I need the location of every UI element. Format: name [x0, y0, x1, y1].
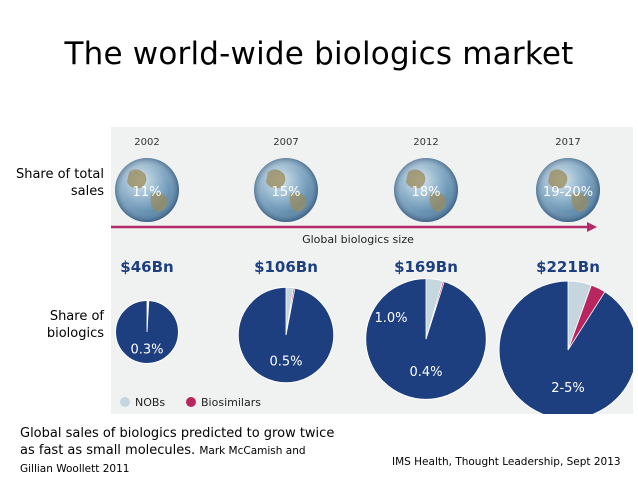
- market-size-label: $106Bn: [254, 258, 318, 276]
- globe-2017: 19-20%: [536, 158, 600, 222]
- globe-2002: 11%: [115, 158, 179, 222]
- legend-item-nobs: NOBs: [120, 396, 165, 409]
- pie-2002: 0.3%: [115, 300, 179, 364]
- pie-2007: 0.5%: [237, 286, 335, 384]
- legend-label: NOBs: [135, 396, 165, 409]
- footer-author: Mark McCamish and Gillian Woollett 2011: [20, 445, 306, 475]
- share-total-sales-label: 19-20%: [543, 185, 593, 200]
- biologics-chart: 2002 2007 2012 2017 11% 15% 18% 19-20% Global …: [111, 137, 633, 414]
- market-size-label: $46Bn: [120, 258, 173, 276]
- globe-shade: [536, 158, 600, 222]
- source-citation: IMS Health, Thought Leadership, Sept 201…: [392, 456, 621, 468]
- share-total-sales-label: 18%: [412, 185, 441, 200]
- legend-swatch: [120, 397, 130, 407]
- globe-shade: [254, 158, 318, 222]
- share-total-sales-label: 15%: [272, 185, 301, 200]
- market-size-label: $221Bn: [536, 258, 600, 276]
- pie-2012: 0.4% 1.0%: [365, 278, 487, 400]
- legend-label: Biosimilars: [201, 396, 261, 409]
- year-label-2007: 2007: [273, 137, 298, 148]
- year-label-2012: 2012: [413, 137, 438, 148]
- arrow-label: Global biologics size: [302, 233, 414, 246]
- biosimilar-share-label: 0.3%: [130, 342, 163, 357]
- pie-biosimilars-slice: [425, 280, 445, 340]
- legend-item-biosimilars: Biosimilars: [186, 396, 261, 409]
- globe-2012: 18%: [394, 158, 458, 222]
- pie-biosimilars-slice: [146, 300, 150, 333]
- globe-shade: [394, 158, 458, 222]
- infographic-panel: 2002 2007 2012 2017 11% 15% 18% 19-20% Global …: [111, 127, 633, 414]
- nob-share-label: 1.0%: [374, 311, 407, 326]
- biosimilar-share-label: 2-5%: [551, 381, 585, 396]
- biosimilar-share-label: 0.5%: [269, 354, 302, 369]
- growth-arrow-head: [587, 222, 597, 232]
- share-total-sales-label: 11%: [133, 185, 162, 200]
- page-title: The world-wide biologics market: [64, 36, 574, 72]
- pie-2017: 2-5%: [498, 280, 633, 414]
- biosimilar-share-label: 0.4%: [409, 365, 442, 380]
- year-label-2017: 2017: [555, 137, 580, 148]
- footer-note: Global sales of biologics predicted to g…: [20, 425, 340, 478]
- row-label-share-total-sales: Share of total sales: [15, 167, 104, 199]
- footer-text: Global sales of biologics predicted to g…: [20, 426, 335, 458]
- globe-2007: 15%: [254, 158, 318, 222]
- row-label-share-biologics: Share of biologics: [46, 309, 104, 341]
- year-label-2002: 2002: [134, 137, 159, 148]
- legend-swatch: [186, 397, 196, 407]
- pie-biosimilars-slice: [567, 284, 606, 351]
- market-size-label: $169Bn: [394, 258, 458, 276]
- pie-biosimilars-slice: [285, 287, 296, 336]
- globe-shade: [115, 158, 179, 222]
